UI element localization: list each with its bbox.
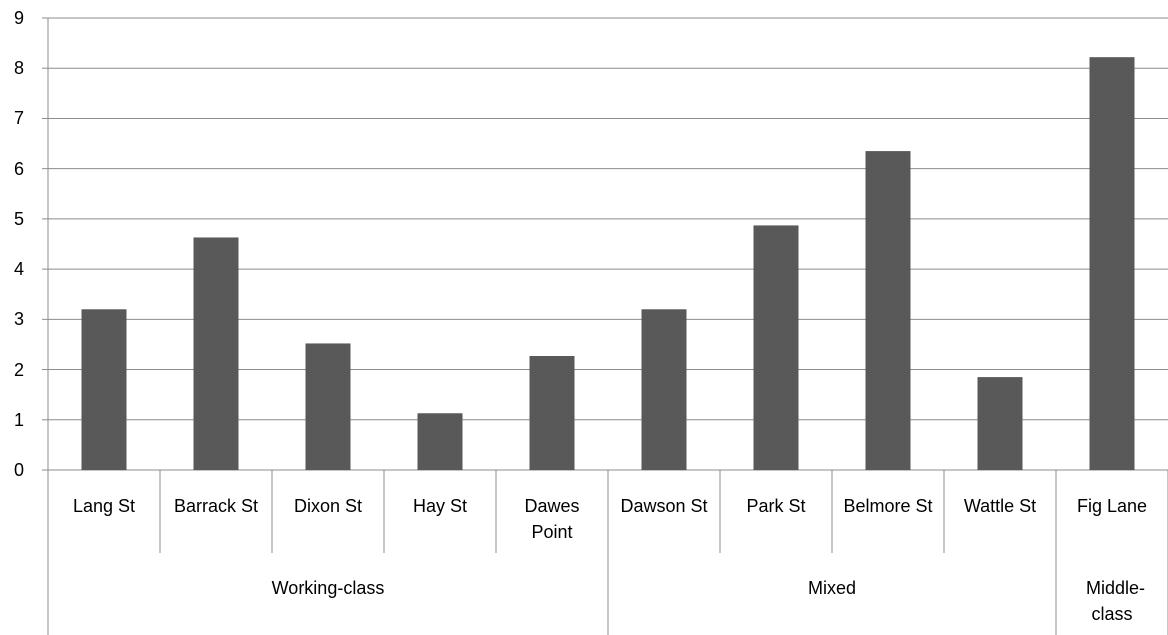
bar — [417, 413, 463, 470]
x-tick-label: Barrack St — [173, 496, 259, 516]
bar — [81, 309, 127, 470]
x-tick-label: Belmore St — [843, 496, 933, 516]
y-tick-label: 5 — [13, 208, 24, 229]
bar — [1089, 57, 1135, 470]
y-tick-label: 4 — [13, 259, 24, 280]
group-label: Mixed — [807, 578, 856, 598]
y-tick-label: 6 — [13, 158, 24, 179]
group-label: Working-class — [271, 578, 385, 598]
bar — [865, 151, 911, 471]
x-tick-label: Hay St — [412, 496, 468, 516]
y-tick-label: 9 — [13, 8, 24, 28]
x-tick-label: Dawes Point — [524, 496, 580, 542]
bar — [193, 237, 239, 470]
x-tick-label: Wattle St — [963, 496, 1037, 516]
y-tick-label: 7 — [13, 108, 24, 129]
y-tick-label: 8 — [13, 58, 24, 79]
bar — [753, 225, 799, 470]
bar — [641, 309, 687, 470]
x-tick-label: Dixon St — [293, 496, 363, 516]
y-tick-label: 3 — [13, 309, 24, 330]
group-label: Middle-class — [1086, 578, 1146, 624]
y-tick-label: 1 — [13, 409, 24, 430]
x-tick-label: Dawson St — [620, 496, 708, 516]
bar — [977, 377, 1023, 470]
x-tick-label: Lang St — [72, 496, 136, 516]
y-tick-label: 2 — [13, 359, 24, 380]
y-tick-label: 0 — [13, 460, 24, 480]
x-tick-label: Fig Lane — [1076, 496, 1148, 516]
bar — [305, 343, 351, 470]
bar — [529, 355, 575, 470]
x-tick-label: Park St — [746, 496, 806, 516]
